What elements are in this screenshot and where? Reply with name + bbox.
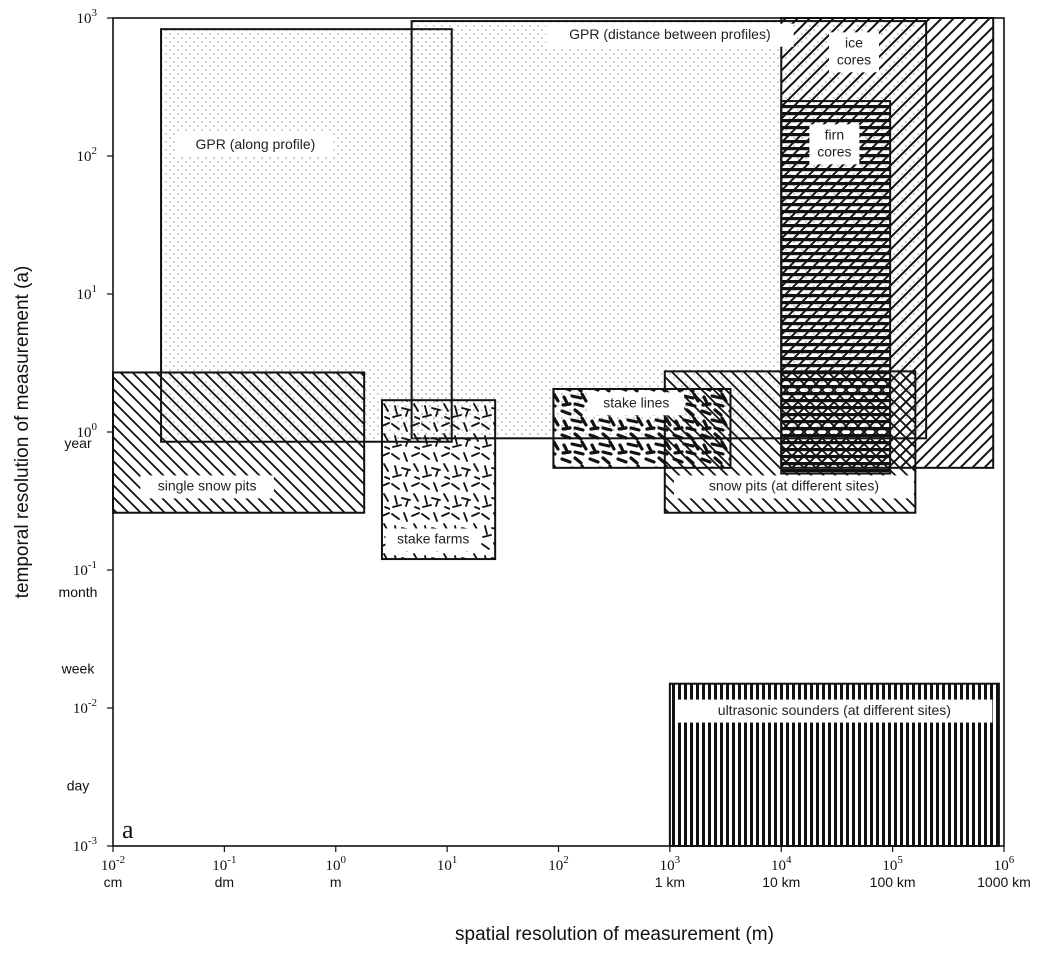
x-unit-label: m xyxy=(330,874,342,890)
y-tick-label: 10-2 xyxy=(73,697,97,717)
region-label-background xyxy=(546,23,794,47)
x-tick-label: 106 xyxy=(994,854,1015,874)
region-label-text: stake farms xyxy=(397,531,469,547)
y-axis-title: temporal resolution of measurement (a) xyxy=(12,266,33,599)
x-tick-label: 10-1 xyxy=(212,854,236,874)
x-unit-label: 1 km xyxy=(655,874,685,890)
region-label-text: stake lines xyxy=(603,395,669,411)
x-unit-label: 100 km xyxy=(870,874,916,890)
region-label-text: single snow pits xyxy=(158,478,257,494)
region-label-text: ultrasonic sounders (at different sites) xyxy=(718,702,951,718)
x-tick-label: 10-2 xyxy=(101,854,125,874)
region-label-text: snow pits (at different sites) xyxy=(709,478,879,494)
y-tick-label: 101 xyxy=(77,283,98,303)
region-label-background xyxy=(676,699,993,723)
x-tick-label: 103 xyxy=(660,854,681,874)
x-unit-label: 1000 km xyxy=(977,874,1031,890)
region-label-background xyxy=(809,124,860,165)
x-axis-title: spatial resolution of measurement (m) xyxy=(455,924,774,945)
labels-layer: GPR (distance between profiles) GPR (alon… xyxy=(140,23,993,723)
region-label-text: firn xyxy=(825,127,844,143)
y-tick-label: 102 xyxy=(77,145,98,165)
y-tick-label: 103 xyxy=(77,7,98,27)
region-label-background xyxy=(829,32,880,73)
region-label-text: cores xyxy=(837,52,871,68)
region-label-background xyxy=(385,528,482,552)
x-unit-label: dm xyxy=(215,874,234,890)
x-tick-label: 104 xyxy=(771,854,792,874)
x-tick-label: 100 xyxy=(326,854,347,874)
region-label-text: ice xyxy=(845,35,863,51)
y-tick-label: 10-3 xyxy=(73,835,98,855)
x-unit-label: cm xyxy=(104,874,123,890)
region-label-stake-lines: stake lines xyxy=(588,392,685,416)
y-tick-label: 100 xyxy=(77,421,98,441)
x-tick-label: 105 xyxy=(882,854,903,874)
region-label-ultrasonic-sounders-at-different-sites: ultrasonic sounders (at different sites) xyxy=(676,699,993,723)
x-unit-label: 10 km xyxy=(762,874,800,890)
region-label-background xyxy=(673,475,914,499)
region-label-stake-farms: stake farms xyxy=(385,528,482,552)
panel-label: a xyxy=(122,815,134,844)
regions-layer xyxy=(112,17,1000,847)
region-label-text: cores xyxy=(817,144,851,160)
y-time-label-day: day xyxy=(67,777,90,793)
region-label-text: GPR (distance between profiles) xyxy=(569,26,771,42)
region-label-background xyxy=(140,475,274,499)
region-label-text: GPR (along profile) xyxy=(196,136,316,152)
y-tick-label: 10-1 xyxy=(73,559,97,579)
region-label-background xyxy=(177,133,334,157)
y-time-label-month: month xyxy=(59,584,98,600)
y-time-label-week: week xyxy=(61,661,96,677)
y-time-label-year: year xyxy=(64,435,92,451)
region-label-gpr-distance-between-profiles: GPR (distance between profiles) xyxy=(546,23,794,47)
x-tick-label: 102 xyxy=(548,854,569,874)
region-label-single-snow-pits: single snow pits xyxy=(140,475,274,499)
region-label-snow-pits-at-different-sites: snow pits (at different sites) xyxy=(673,475,914,499)
region-label-gpr-along-profile: GPR (along profile) xyxy=(177,133,334,157)
x-tick-label: 101 xyxy=(437,854,458,874)
region-label-background xyxy=(588,392,685,416)
